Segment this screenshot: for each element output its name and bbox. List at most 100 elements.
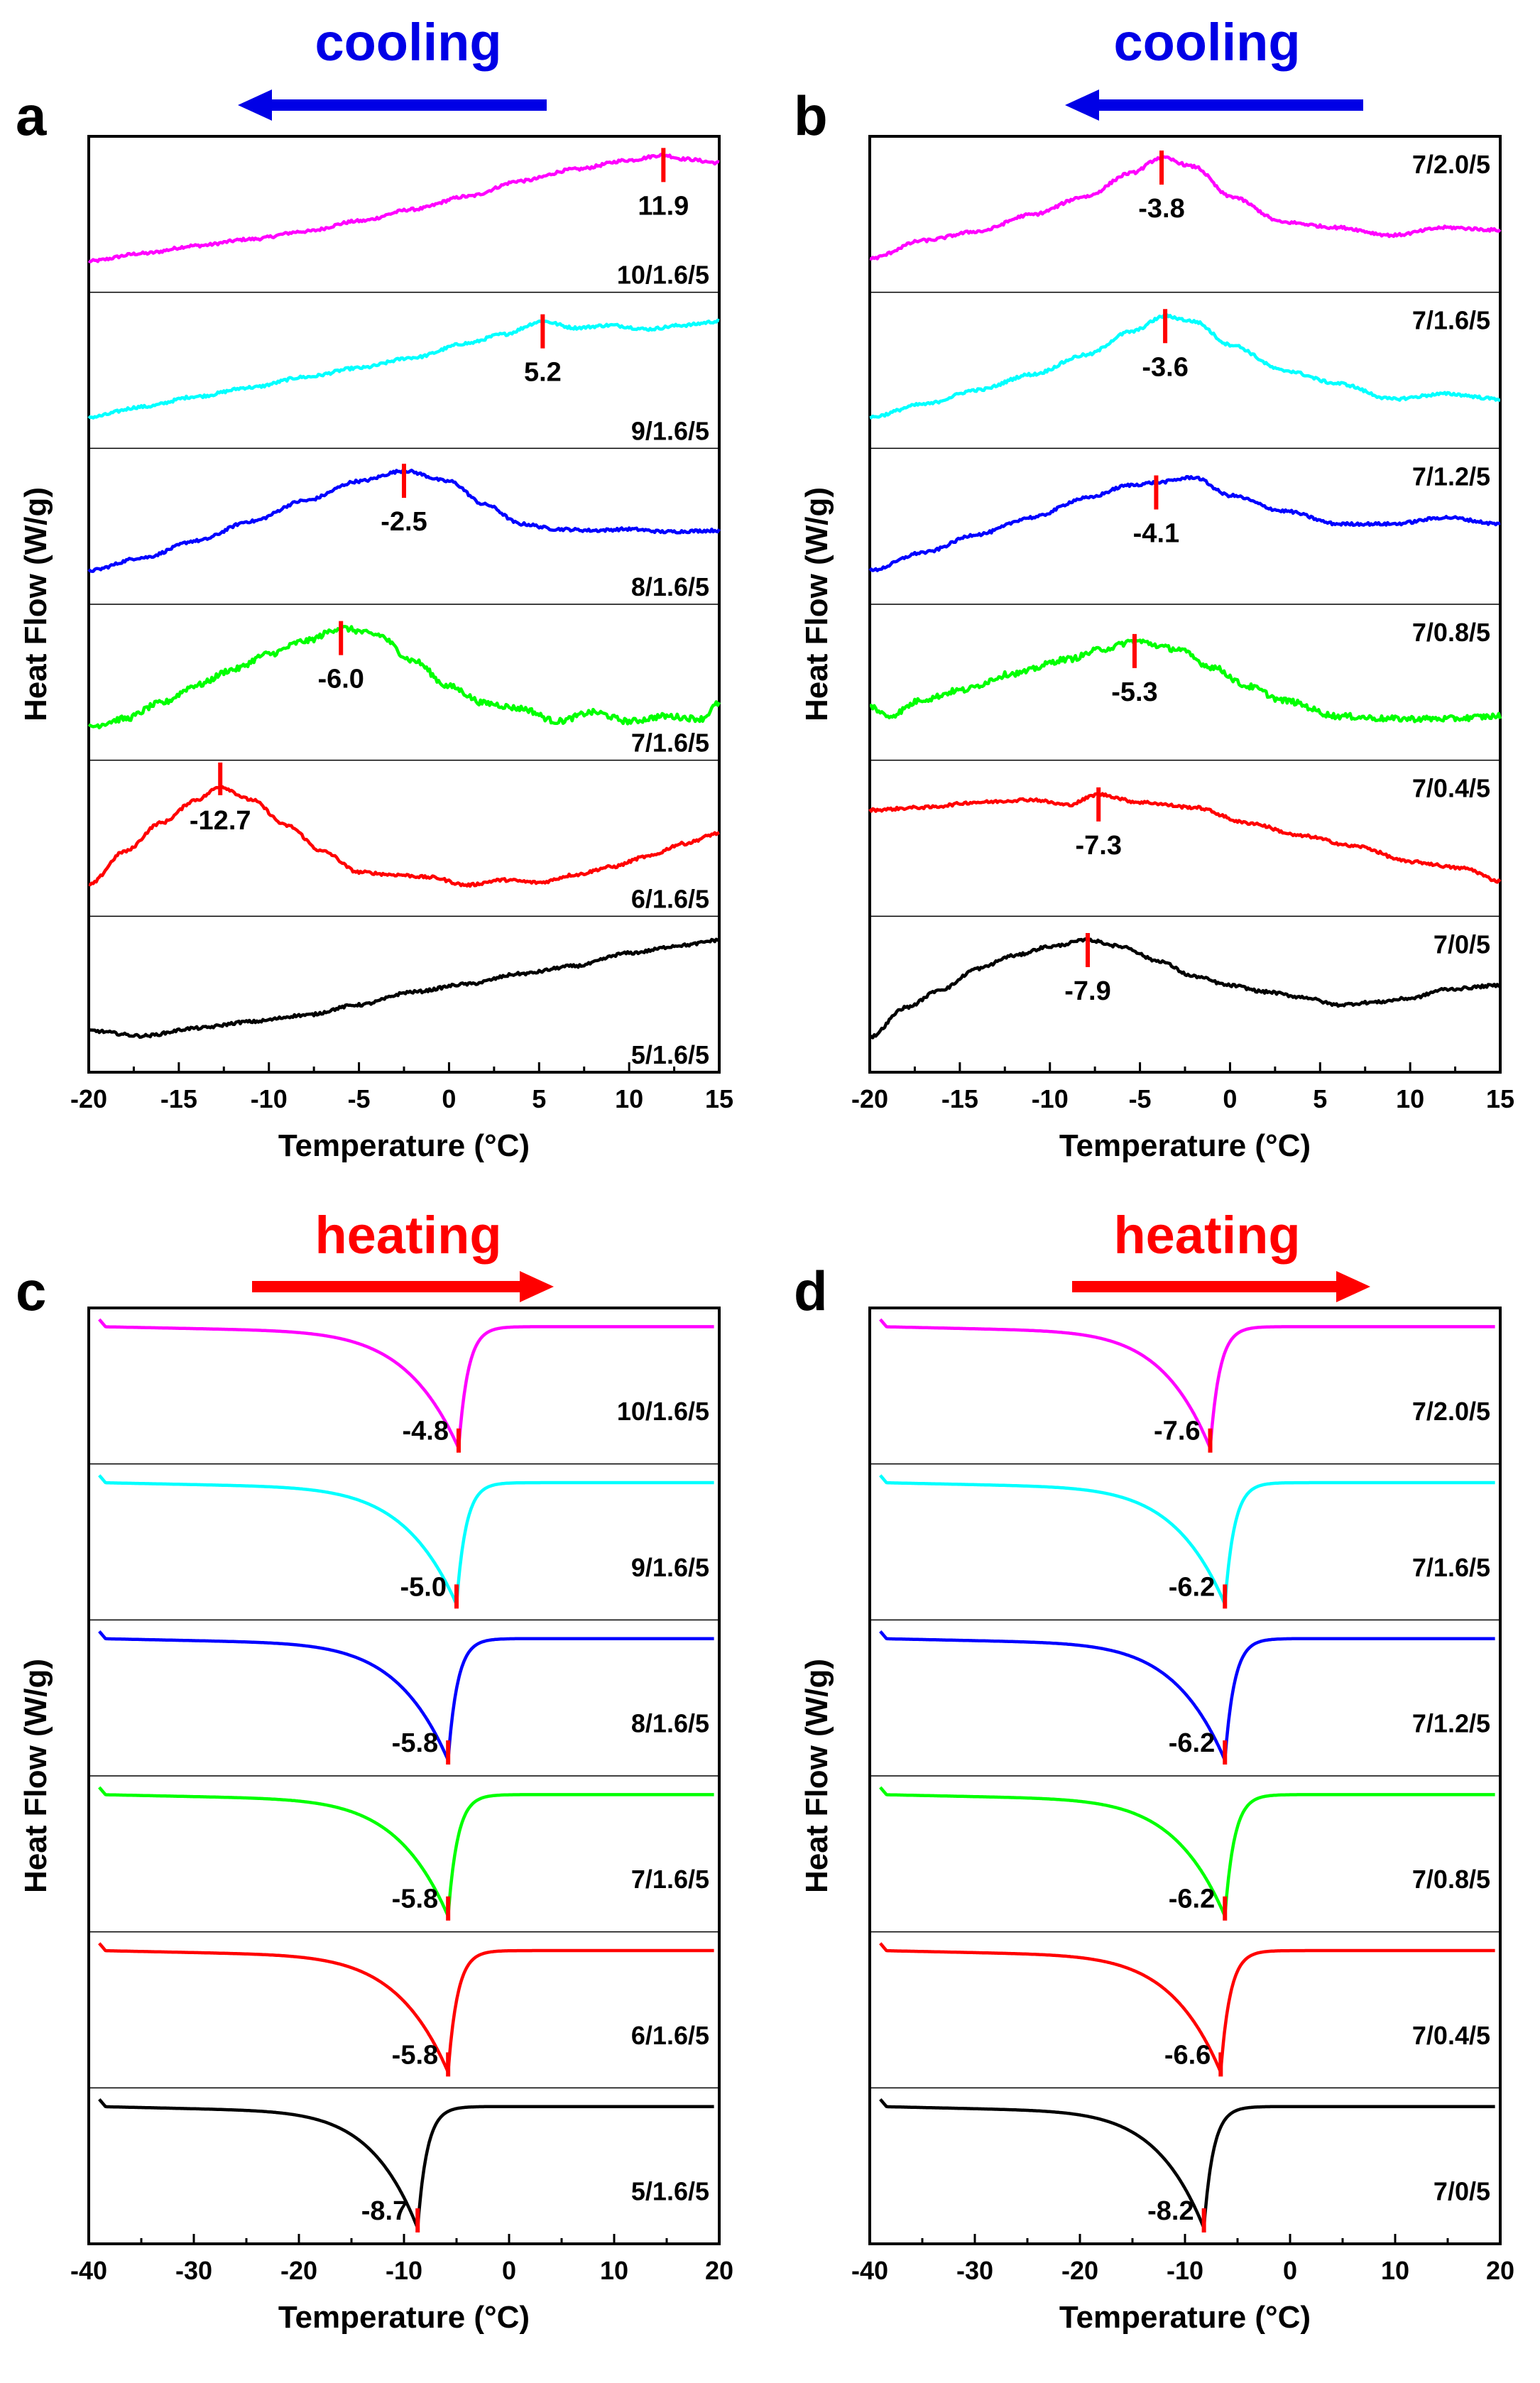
series-line xyxy=(879,1942,1496,2073)
peak-label: -3.6 xyxy=(1142,352,1188,382)
series-line xyxy=(98,1318,715,1449)
x-tick-label: -30 xyxy=(956,2256,993,2285)
peak-label: -6.0 xyxy=(317,665,364,694)
series-name-label: 8/1.6/5 xyxy=(631,572,709,601)
series-6/1.6/5: 6/1.6/5 -5.8 xyxy=(98,1942,715,2077)
peak-label: -5.3 xyxy=(1111,677,1157,707)
series-name-label: 10/1.6/5 xyxy=(617,261,709,290)
series-name-label: 7/2.0/5 xyxy=(1412,150,1490,179)
x-tick-label: 0 xyxy=(502,2256,516,2285)
series-name-label: 6/1.6/5 xyxy=(631,2021,709,2050)
series-name-label: 7/1.6/5 xyxy=(631,1865,709,1894)
x-tick-label: -15 xyxy=(941,1084,978,1113)
x-tick-label: 0 xyxy=(1223,1084,1237,1113)
series-5/1.6/5: 5/1.6/5 -8.7 xyxy=(98,2098,715,2233)
x-axis-label: Temperature (°C) xyxy=(278,1128,530,1163)
x-tick-label: -10 xyxy=(1032,1084,1069,1113)
series-line xyxy=(87,624,721,730)
peak-label: -7.9 xyxy=(1064,976,1110,1006)
panel-c: c heating -40 -30 -20 -10 0 10 20 Temperature (°C… xyxy=(16,1206,733,2335)
x-axis-label: Temperature (°C) xyxy=(1059,2300,1311,2335)
series-7/0/5: 7/0/5 -7.9 xyxy=(868,929,1501,1040)
x-tick-label: -20 xyxy=(1061,2256,1098,2285)
x-tick-label: -10 xyxy=(251,1084,288,1113)
series-7/0.4/5: 7/0.4/5 -7.3 xyxy=(868,774,1502,884)
series-8/1.6/5: 8/1.6/5 -2.5 xyxy=(87,464,721,601)
peak-label: -2.5 xyxy=(381,507,427,537)
x-tick-label: -5 xyxy=(1129,1084,1152,1113)
y-axis-label: Heat Flow (W/g) xyxy=(799,1659,834,1893)
panel-letter: a xyxy=(16,84,47,147)
series-8/1.6/5: 8/1.6/5 -5.8 xyxy=(98,1630,715,1765)
series-name-label: 9/1.6/5 xyxy=(631,1553,709,1582)
series-line xyxy=(98,1942,715,2073)
series-line xyxy=(87,318,720,420)
x-tick-label: 0 xyxy=(1283,2256,1297,2285)
x-tick-label: -20 xyxy=(851,1084,888,1113)
x-tick-label: -40 xyxy=(70,2256,107,2285)
direction-arrow-icon xyxy=(1065,89,1363,121)
series-name-label: 6/1.6/5 xyxy=(631,884,709,913)
series-name-label: 7/1.2/5 xyxy=(1412,462,1490,491)
series-name-label: 8/1.6/5 xyxy=(631,1708,709,1738)
series-line xyxy=(98,1474,715,1605)
series-line xyxy=(868,937,1501,1040)
x-tick-label: -20 xyxy=(280,2256,317,2285)
x-tick-label: 10 xyxy=(1381,2256,1409,2285)
series-7/0.4/5: 7/0.4/5 -6.6 xyxy=(879,1942,1496,2077)
peak-label: -5.8 xyxy=(392,1728,438,1758)
series-name-label: 5/1.6/5 xyxy=(631,2176,709,2205)
series-name-label: 7/1.6/5 xyxy=(631,729,709,758)
series-line xyxy=(98,1630,715,1761)
x-tick-label: -20 xyxy=(70,1084,107,1113)
series-name-label: 7/0.4/5 xyxy=(1412,2021,1490,2050)
series-line xyxy=(88,937,720,1040)
series-name-label: 5/1.6/5 xyxy=(631,1040,709,1069)
series-7/2.0/5: 7/2.0/5 -3.8 xyxy=(869,150,1502,261)
peak-label: -6.2 xyxy=(1169,1885,1215,1914)
series-name-label: 7/2.0/5 xyxy=(1412,1397,1490,1426)
direction-label: heating xyxy=(315,1206,501,1265)
panel-letter: d xyxy=(794,1260,828,1322)
x-tick-label: 10 xyxy=(615,1084,643,1113)
series-name-label: 7/1.6/5 xyxy=(1412,1553,1490,1582)
x-tick-label: 5 xyxy=(532,1084,546,1113)
x-tick-label: 10 xyxy=(1396,1084,1424,1113)
peak-label: -5.8 xyxy=(392,1885,438,1914)
series-name-label: 7/1.2/5 xyxy=(1412,1708,1490,1738)
series-name-label: 7/1.6/5 xyxy=(1412,306,1490,335)
direction-arrow-icon xyxy=(1072,1271,1370,1302)
x-tick-label: 0 xyxy=(442,1084,456,1113)
series-9/1.6/5: 9/1.6/5 -5.0 xyxy=(98,1474,715,1609)
panel-b: b cooling -20 -15 -10 -5 0 5 10 15 Temperature (°C… xyxy=(794,13,1514,1163)
peak-label: 11.9 xyxy=(638,191,689,221)
peak-label: 5.2 xyxy=(524,358,562,388)
series-line xyxy=(868,792,1502,884)
series-name-label: 7/0.8/5 xyxy=(1412,618,1490,647)
panel-d: d heating -40 -30 -20 -10 0 10 20 Temperature (°C… xyxy=(794,1206,1514,2335)
y-axis-label: Heat Flow (W/g) xyxy=(799,487,834,721)
series-name-label: 7/0/5 xyxy=(1433,929,1490,959)
peak-label: -12.7 xyxy=(190,806,251,836)
panel-a: a cooling -20 -15 -10 -5 0 5 10 15 Temperature (°C… xyxy=(16,13,733,1163)
series-7/0.8/5: 7/0.8/5 -5.3 xyxy=(869,618,1502,724)
peak-label: -6.2 xyxy=(1169,1728,1215,1758)
peak-label: -8.7 xyxy=(361,2196,408,2226)
series-7/1.6/5: 7/1.6/5 -6.2 xyxy=(879,1474,1496,1609)
series-7/0.8/5: 7/0.8/5 -6.2 xyxy=(879,1786,1496,1921)
peak-label: -7.3 xyxy=(1075,831,1121,861)
peak-label: -7.6 xyxy=(1154,1417,1200,1446)
panel-letter: c xyxy=(16,1260,46,1322)
series-line xyxy=(879,1318,1496,1450)
series-name-label: 10/1.6/5 xyxy=(617,1397,709,1426)
series-name-label: 9/1.6/5 xyxy=(631,416,709,445)
series-7/1.2/5: 7/1.2/5 -6.2 xyxy=(879,1630,1496,1765)
direction-label: cooling xyxy=(315,13,501,72)
peak-label: -6.6 xyxy=(1164,2040,1211,2070)
peak-label: -3.8 xyxy=(1138,194,1184,224)
direction-label: heating xyxy=(1113,1206,1300,1265)
series-line xyxy=(879,2098,1496,2229)
panel-letter: b xyxy=(794,84,828,147)
series-6/1.6/5: 6/1.6/5 -12.7 xyxy=(88,762,720,913)
